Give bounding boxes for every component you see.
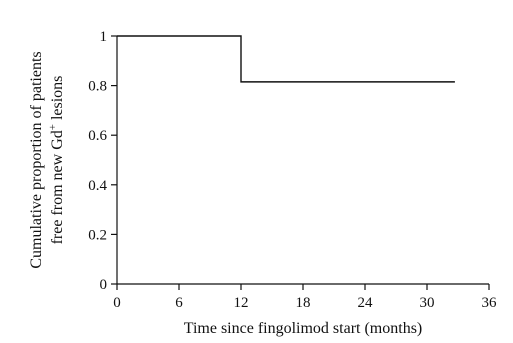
x-tick-label-0: 0	[113, 295, 121, 311]
x-axis-title: Time since fingolimod start (months)	[184, 320, 423, 337]
y-tick-label-4: 0.8	[88, 79, 107, 95]
x-tick-label-1: 6	[175, 295, 183, 311]
plot-area: 0 6 12 18 24 30 36 0 0.2 0.4 0.6 0.8 1	[88, 29, 497, 311]
y-axis-title-prefix: free from new Gd	[49, 130, 66, 244]
km-step-line-0	[117, 35, 455, 83]
y-tick-label-1: 0.2	[88, 227, 107, 243]
y-axis-title-line-2: free from new Gd+ lesions	[47, 76, 66, 245]
series-layer	[117, 35, 455, 83]
x-tick-label-5: 30	[420, 295, 435, 311]
x-tick-label-3: 18	[296, 295, 311, 311]
y-tick-label-2: 0.4	[88, 178, 107, 194]
x-ticks: 0 6 12 18 24 30 36	[113, 284, 497, 311]
y-tick-label-0: 0	[100, 277, 108, 293]
y-ticks: 0 0.2 0.4 0.6 0.8 1	[88, 29, 117, 293]
x-tick-label-4: 24	[358, 295, 374, 311]
y-tick-label-3: 0.6	[88, 128, 107, 144]
y-axis-title-suffix: lesions	[49, 76, 66, 124]
y-tick-label-5: 1	[100, 29, 108, 45]
y-axis-title-superscript: +	[47, 124, 59, 130]
y-axis-title-line-1: Cumulative proportion of patients	[28, 51, 45, 268]
x-tick-label-2: 12	[234, 295, 249, 311]
x-tick-label-6: 36	[482, 295, 498, 311]
